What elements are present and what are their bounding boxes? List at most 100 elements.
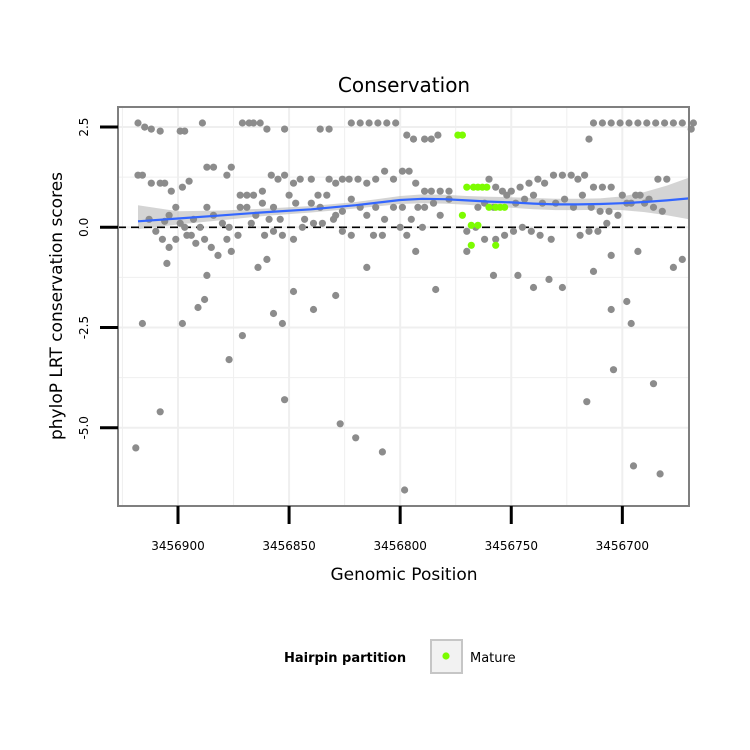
data-point-other <box>134 119 142 127</box>
data-point-other <box>238 119 246 127</box>
data-point-other <box>218 219 226 227</box>
data-point-mature <box>467 241 475 249</box>
data-point-other <box>165 211 173 219</box>
data-point-other <box>658 207 666 215</box>
data-point-other <box>238 332 246 340</box>
data-point-other <box>536 231 544 239</box>
data-point-other <box>276 215 284 223</box>
data-point-other <box>234 231 242 239</box>
data-point-other <box>378 231 386 239</box>
data-point-other <box>434 131 442 139</box>
data-point-other <box>383 119 391 127</box>
data-point-other <box>485 175 493 183</box>
data-point-other <box>661 119 669 127</box>
data-point-other <box>247 219 255 227</box>
data-point-other <box>163 259 171 267</box>
data-point-other <box>521 195 529 203</box>
data-point-mature <box>483 183 491 191</box>
data-point-other <box>643 119 651 127</box>
data-point-other <box>278 319 286 328</box>
legend: Hairpin partition Mature <box>284 639 516 674</box>
data-point-other <box>263 255 271 263</box>
data-point-other <box>263 125 271 133</box>
legend-title: Hairpin partition <box>284 651 406 666</box>
data-point-other <box>596 207 604 215</box>
data-point-other <box>249 119 258 127</box>
data-point-other <box>678 119 686 127</box>
y-tick-label: -5.0 <box>77 416 91 439</box>
data-point-other <box>492 235 500 243</box>
data-point-other <box>585 135 593 143</box>
data-point-other <box>187 231 195 239</box>
data-point-other <box>509 227 518 235</box>
data-point-other <box>289 179 298 187</box>
y-axis: 2.5 0.0 -2.5 -5.0 <box>77 118 118 440</box>
data-point-other <box>138 171 146 179</box>
x-tick-label: 3456850 <box>262 539 315 553</box>
y-tick-label: 2.5 <box>77 118 91 137</box>
data-point-other <box>534 175 542 183</box>
data-point-other <box>372 203 380 211</box>
data-point-other <box>356 119 364 127</box>
data-point-other <box>161 179 169 187</box>
data-point-other <box>243 203 251 211</box>
data-point-other <box>403 231 411 239</box>
data-point-other <box>281 171 289 179</box>
data-point-other <box>689 119 698 127</box>
data-point-other <box>541 179 549 187</box>
data-point-other <box>516 183 524 191</box>
data-point-other <box>167 187 175 195</box>
data-point-other <box>627 319 635 328</box>
x-tick-label: 3456800 <box>373 539 426 553</box>
y-axis-title: phyloP LRT conservation scores <box>47 172 67 440</box>
data-point-other <box>236 191 244 199</box>
data-point-other <box>203 203 211 211</box>
data-point-other <box>209 163 218 171</box>
data-point-other <box>552 199 560 207</box>
data-point-other <box>298 223 306 231</box>
data-point-other <box>258 199 266 207</box>
data-point-other <box>309 219 318 227</box>
data-point-other <box>549 171 558 179</box>
data-point-other <box>489 271 498 279</box>
data-point-other <box>558 171 567 179</box>
data-point-other <box>292 199 300 207</box>
data-point-other <box>307 175 315 183</box>
data-point-other <box>329 215 338 223</box>
plot-panel <box>117 106 698 507</box>
data-point-other <box>669 263 678 271</box>
data-point-other <box>249 191 258 199</box>
data-point-mature <box>458 211 466 219</box>
data-point-other <box>309 305 318 314</box>
data-point-other <box>227 247 235 255</box>
data-point-other <box>614 211 622 219</box>
x-tick-label: 3456900 <box>151 539 204 553</box>
data-point-other <box>529 283 538 292</box>
data-point-other <box>583 398 591 406</box>
data-point-other <box>172 235 180 243</box>
data-point-other <box>421 203 429 211</box>
data-point-other <box>301 215 309 223</box>
data-point-other <box>352 434 360 442</box>
data-point-other <box>421 187 429 195</box>
data-point-mature <box>467 221 475 229</box>
data-point-other <box>325 125 333 133</box>
data-point-other <box>138 319 146 328</box>
data-point-other <box>389 175 398 183</box>
data-point-other <box>258 187 266 195</box>
data-point-other <box>227 163 235 171</box>
data-point-other <box>663 175 671 183</box>
data-point-other <box>598 119 607 127</box>
data-point-other <box>365 119 373 127</box>
data-point-other <box>589 183 598 191</box>
data-point-other <box>223 235 231 243</box>
data-point-other <box>405 167 413 175</box>
data-point-other <box>314 191 322 199</box>
data-point-other <box>225 356 233 364</box>
data-point-other <box>374 119 382 127</box>
data-point-other <box>445 187 453 195</box>
data-point-other <box>196 223 204 231</box>
data-point-mature <box>485 203 493 211</box>
data-point-other <box>587 203 595 211</box>
data-point-other <box>281 396 289 404</box>
